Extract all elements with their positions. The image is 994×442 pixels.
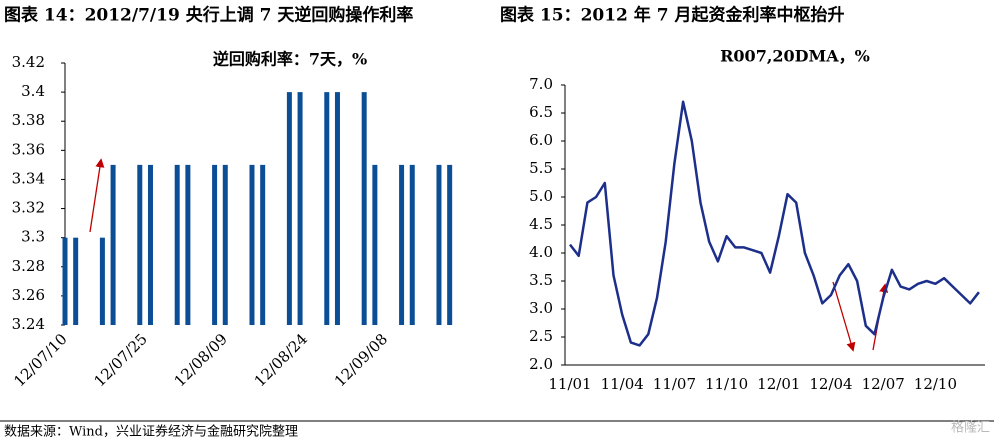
bar	[212, 164, 218, 325]
bar	[62, 237, 68, 325]
x-tick-label: 12/10	[914, 375, 957, 393]
bar	[249, 164, 255, 325]
bar	[185, 164, 191, 325]
bar	[137, 164, 143, 325]
y-tick-label: 3.38	[12, 111, 45, 129]
x-tick-label: 12/08/09	[171, 330, 231, 390]
bar	[286, 92, 292, 325]
x-tick-label: 12/04	[809, 375, 852, 393]
y-tick-label: 3.42	[12, 53, 45, 71]
y-tick-label: 3.3	[21, 228, 45, 246]
y-tick-label: 3.5	[529, 271, 553, 289]
arrow	[89, 158, 105, 233]
y-tick-label: 6.5	[529, 103, 553, 121]
y-tick-label: 5.0	[529, 187, 553, 205]
chart-title: R007,20DMA，%	[720, 47, 870, 66]
bar	[73, 237, 79, 325]
x-tick-label: 11/01	[548, 375, 591, 393]
y-tick-label: 4.5	[529, 215, 553, 233]
y-tick-label: 5.5	[529, 159, 553, 177]
bar	[260, 164, 266, 325]
header-right: 图表 15：2012 年 7 月起资金利率中枢抬升	[500, 5, 844, 26]
y-tick-label: 4.0	[529, 243, 553, 261]
header-left: 图表 14：2012/7/19 央行上调 7 天逆回购操作利率	[4, 5, 413, 26]
bar	[324, 92, 330, 325]
bar	[222, 164, 228, 325]
bar	[334, 92, 340, 325]
x-tick-label: 12/07/25	[90, 330, 150, 390]
bar	[372, 164, 378, 325]
bar	[436, 164, 442, 325]
y-tick-label: 2.0	[529, 355, 553, 373]
x-tick-label: 11/10	[705, 375, 748, 393]
bar	[361, 92, 367, 325]
x-tick-label: 12/07/10	[10, 330, 70, 390]
bar	[174, 164, 180, 325]
x-tick-label: 11/04	[601, 375, 644, 393]
bar	[409, 164, 415, 325]
bar	[110, 164, 116, 325]
x-tick-label: 11/07	[653, 375, 696, 393]
y-tick-label: 3.4	[21, 82, 45, 100]
bar	[399, 164, 405, 325]
y-tick-label: 3.28	[12, 257, 45, 275]
y-tick-label: 3.24	[12, 315, 45, 333]
y-tick-label: 3.0	[529, 299, 553, 317]
y-tick-label: 2.5	[529, 327, 553, 345]
watermark: 格隆汇	[951, 420, 990, 436]
bar	[99, 237, 105, 325]
y-tick-label: 7.0	[529, 75, 553, 93]
y-tick-label: 3.32	[12, 199, 45, 217]
chart-title: 逆回购利率：7天，%	[213, 50, 367, 69]
bar	[447, 164, 453, 325]
y-tick-label: 3.34	[12, 169, 45, 187]
y-tick-label: 6.0	[529, 131, 553, 149]
bar	[147, 164, 153, 325]
bar	[297, 92, 303, 325]
x-tick-label: 12/08/24	[251, 330, 311, 390]
x-tick-label: 12/09/08	[331, 330, 391, 390]
x-tick-label: 12/07	[862, 375, 905, 393]
source: 数据来源：Wind，兴业证券经济与金融研究院整理	[4, 424, 298, 440]
x-tick-label: 12/01	[757, 375, 800, 393]
y-tick-label: 3.36	[12, 140, 45, 158]
arrow	[832, 281, 856, 352]
line	[569, 100, 980, 347]
y-tick-label: 3.26	[12, 286, 45, 304]
